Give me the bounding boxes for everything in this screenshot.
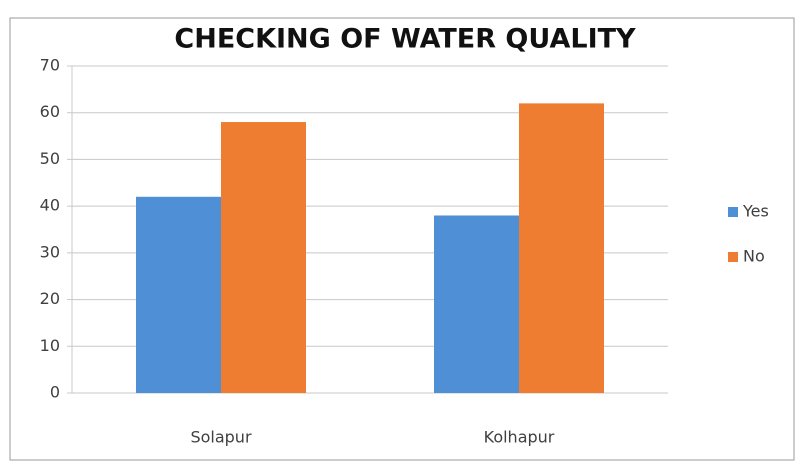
legend-label: No: [743, 247, 765, 266]
legend-swatch: [728, 207, 738, 217]
x-tick-label: Solapur: [190, 428, 251, 447]
bar: [136, 196, 221, 393]
y-tick-label: 40: [40, 196, 60, 215]
legend-label: Yes: [742, 202, 769, 221]
legend-swatch: [728, 252, 738, 262]
bar: [519, 103, 604, 393]
chart-border: [9, 17, 795, 461]
y-tick-label: 20: [40, 289, 60, 308]
y-tick-label: 10: [40, 336, 60, 355]
x-tick-label: Kolhapur: [484, 428, 555, 447]
y-tick-label: 0: [50, 383, 60, 402]
y-tick-label: 70: [40, 56, 60, 75]
bar: [221, 122, 306, 394]
y-tick-label: 30: [40, 242, 60, 261]
bar: [434, 215, 519, 393]
y-tick-label: 60: [40, 102, 60, 121]
y-tick-label: 50: [40, 149, 60, 168]
chart-title: CHECKING OF WATER QUALITY: [174, 24, 636, 55]
